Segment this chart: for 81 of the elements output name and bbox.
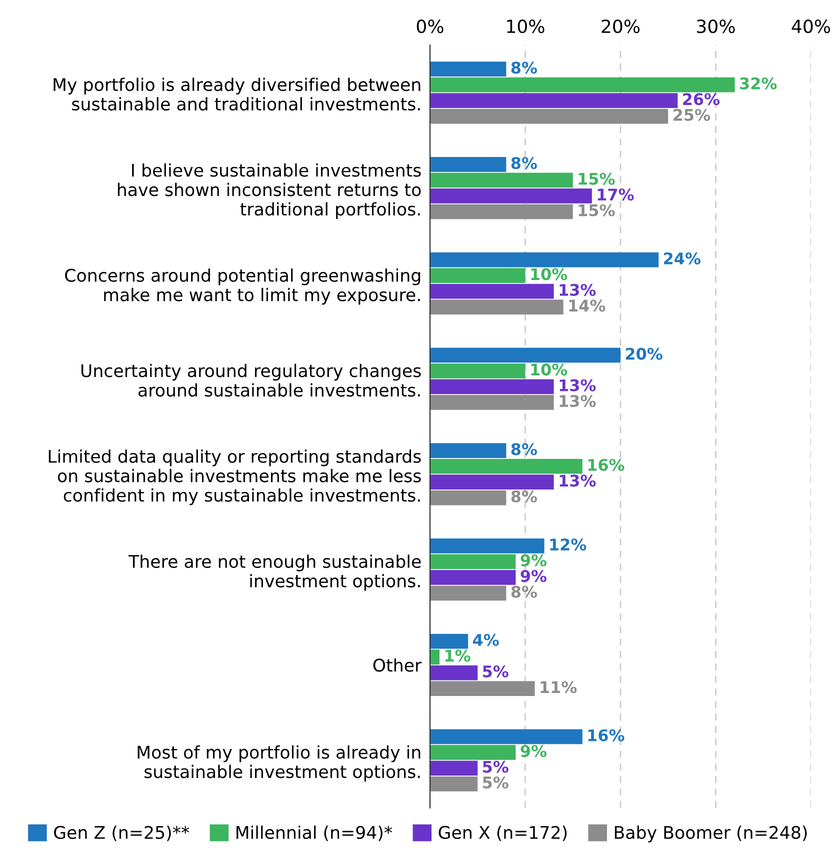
data-label: 5% xyxy=(483,776,508,789)
bar xyxy=(430,77,735,92)
bar xyxy=(430,729,582,744)
bar xyxy=(430,252,659,268)
data-label: 13% xyxy=(560,284,596,296)
legend-label: Gen Z (n=25)** xyxy=(54,826,190,842)
data-label: 8% xyxy=(511,490,537,502)
y-tick-label: I believe sustainable investments have shown inconsistent returns to traditional portfolios. xyxy=(118,163,421,220)
y-tick-label: There are not enough sustainable investment options. xyxy=(128,554,421,591)
y-tick-label: Most of my portfolio is already in sustainable investment options. xyxy=(138,745,420,782)
data-label: 12% xyxy=(550,538,586,551)
bar xyxy=(430,394,554,410)
bar xyxy=(430,458,582,474)
data-label: 17% xyxy=(598,188,634,201)
data-label: 5% xyxy=(483,760,508,773)
data-label: 9% xyxy=(520,570,546,582)
data-label: 20% xyxy=(626,348,662,360)
bar xyxy=(430,554,516,570)
bar xyxy=(430,62,506,77)
data-label: 14% xyxy=(569,300,606,312)
legend-label: Baby Boomer (n=248) xyxy=(614,826,807,842)
bar xyxy=(430,570,516,585)
bar xyxy=(430,268,526,284)
x-tick-label: 40% xyxy=(792,20,830,34)
bar xyxy=(430,776,478,792)
legend-label: Gen X (n=172) xyxy=(438,826,567,842)
data-label: 10% xyxy=(531,363,568,376)
y-tick-label: Concerns around potential greenwashing make me want to limit my exposure. xyxy=(65,268,420,305)
y-tick-label: Limited data quality or reporting standards on sustainable investments make me less confident in my sustainable investments. xyxy=(48,449,421,506)
data-label: 13% xyxy=(560,394,596,408)
data-label: 15% xyxy=(578,172,615,185)
bar xyxy=(430,474,554,490)
bar xyxy=(430,300,564,315)
data-label: 13% xyxy=(560,379,596,392)
bar xyxy=(430,108,668,124)
bar xyxy=(430,172,573,188)
y-tick-label: Uncertainty around regulatory changes around sustainable investments. xyxy=(81,364,421,397)
data-label: 8% xyxy=(511,443,537,456)
bar xyxy=(430,634,468,649)
bar xyxy=(430,188,592,204)
bar xyxy=(430,93,678,108)
x-tick-label: 10% xyxy=(507,20,544,34)
bar xyxy=(430,760,478,776)
legend-label: Millennial (n=94)* xyxy=(236,826,392,842)
bar xyxy=(430,744,516,760)
bar xyxy=(430,586,506,601)
data-label: 15% xyxy=(578,204,615,216)
bar xyxy=(430,490,506,506)
data-label: 16% xyxy=(588,729,624,742)
data-label: 9% xyxy=(520,744,546,758)
data-label: 5% xyxy=(483,665,508,678)
bar xyxy=(430,156,506,172)
bar xyxy=(430,443,506,458)
data-label: 32% xyxy=(740,77,777,90)
bar xyxy=(430,538,544,554)
x-tick-label: 20% xyxy=(602,20,640,34)
y-tick-label: My portfolio is already diversified between sustainable and traditional investments. xyxy=(54,78,420,111)
bar xyxy=(430,650,440,665)
bar xyxy=(430,665,478,680)
x-tick-label: 0% xyxy=(416,20,444,34)
data-label: 11% xyxy=(540,681,577,694)
data-label: 8% xyxy=(511,586,537,598)
data-label: 24% xyxy=(664,252,700,264)
data-label: 8% xyxy=(511,157,537,170)
data-label: 4% xyxy=(472,634,499,646)
bar xyxy=(430,284,554,299)
bar xyxy=(430,379,554,394)
y-tick-label: Other xyxy=(373,658,422,672)
bar xyxy=(430,204,573,220)
data-label: 10% xyxy=(531,268,568,280)
bar xyxy=(430,681,535,696)
x-tick-label: 30% xyxy=(697,20,735,34)
data-label: 9% xyxy=(520,554,546,566)
bar xyxy=(430,348,620,363)
data-label: 1% xyxy=(445,650,470,662)
data-label: 13% xyxy=(560,474,596,487)
bar xyxy=(430,363,526,378)
data-label: 26% xyxy=(683,93,720,106)
data-label: 25% xyxy=(674,108,710,121)
data-label: 16% xyxy=(588,458,624,471)
data-label: 8% xyxy=(511,62,537,74)
